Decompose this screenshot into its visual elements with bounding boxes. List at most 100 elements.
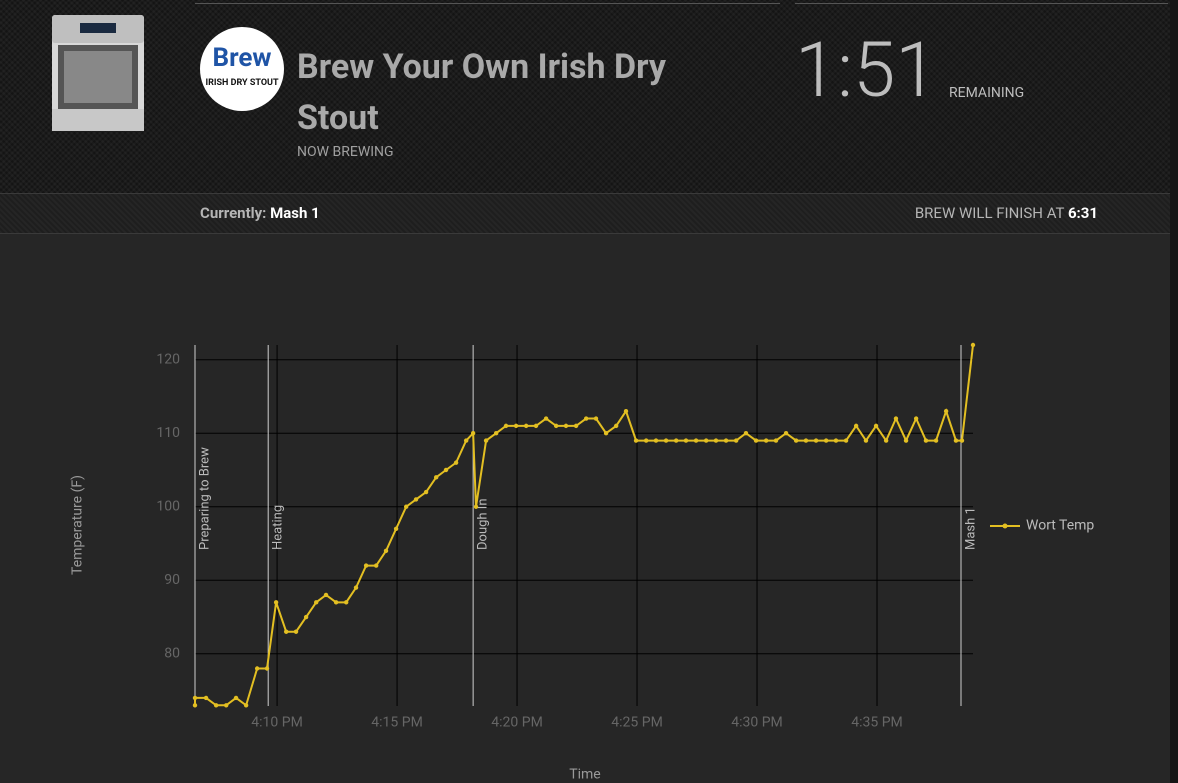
data-point [264,666,270,671]
current-step: Currently: Mash 1 [200,204,320,222]
brew-title: Brew Your Own Irish Dry Stout [297,47,666,138]
data-point [593,416,599,421]
data-point [383,548,389,554]
data-point [393,526,399,532]
data-point [273,600,279,605]
data-point [883,438,889,443]
data-point [553,423,559,429]
edge [1170,0,1178,783]
x-axis-label: Time [569,767,600,783]
data-point [873,423,879,429]
x-tick-label: 4:30 PM [731,715,783,731]
data-point [793,438,799,443]
countdown-label: REMAINING [949,85,1025,101]
data-point [970,342,976,348]
data-point [943,408,949,414]
data-point [213,703,219,708]
y-axis-label: Temperature (F) [70,475,86,575]
finish-time: BREW WILL FINISH AT 6:31 [915,204,1098,222]
data-point [363,563,369,568]
data-point [254,666,260,671]
logo: Brew IRISH DRY STOUT [200,27,284,111]
data-point [583,416,589,421]
y-tick-label: 90 [164,572,180,588]
plot: Time Temperature (F) 80 90 100 110 120 4:10 P… [70,342,1094,783]
data-point [723,438,729,443]
logo-text: Brew [212,43,271,73]
data-point [623,408,629,414]
data-point [433,475,439,480]
data-point [192,695,198,701]
data-point [563,423,569,429]
brew-subtitle: NOW BREWING [297,144,394,160]
series-line [194,344,974,707]
data-point [513,423,519,429]
divider [195,3,780,4]
data-point [303,614,309,620]
data-point [853,423,859,429]
status-bar: Currently: Mash 1 BREW WILL FINISH AT 6:… [0,193,1170,234]
data-point [403,504,409,509]
data-point [413,497,419,502]
y-tick-label: 110 [156,425,180,441]
data-point [453,460,459,465]
finish-value: 6:31 [1067,204,1098,222]
data-point [503,423,509,429]
data-point [903,438,909,443]
event-label: Mash 1 [963,507,978,550]
data-point [463,438,469,443]
data-point [863,438,869,443]
event-label: Preparing to Brew [197,447,212,550]
finish-label: BREW WILL FINISH AT [914,204,1065,222]
divider [795,3,1168,4]
data-point [353,585,359,590]
data-point [783,431,789,436]
data-point [373,563,379,568]
data-point [613,423,619,429]
data-point [953,438,959,443]
data-point [803,438,809,443]
data-point [923,438,929,443]
current-label: Currently: [200,204,267,222]
data-point [233,695,239,701]
data-point [713,438,719,443]
data-point [443,467,449,473]
x-tick-label: 4:10 PM [251,715,303,731]
data-point [203,695,209,701]
data-point [633,438,639,443]
data-point [753,438,759,443]
data-point [243,703,249,708]
logo-subtitle: IRISH DRY STOUT [205,78,279,88]
current-value: Mash 1 [270,204,320,222]
data-point [733,438,739,443]
data-point [823,438,829,443]
data-point [523,423,529,429]
x-tick-label: 4:20 PM [491,715,543,731]
chart: Time Temperature (F) 80 90 100 110 120 4:10 P… [70,342,1094,783]
header: Brew IRISH DRY STOUT Brew Your Own Irish… [0,0,1170,193]
y-tick-label: 80 [164,646,180,662]
x-tick-label: 4:35 PM [851,715,903,731]
data-point [473,504,479,509]
data-point [843,438,849,443]
x-tick-label: 4:15 PM [371,715,423,731]
data-point [693,438,699,443]
data-point [313,600,319,605]
y-tick-label: 120 [156,351,180,367]
data-point [343,600,349,605]
data-point [833,438,839,443]
data-point [813,438,819,443]
appliance-image [52,15,144,131]
data-point [663,438,669,443]
event-label: Dough In [476,498,491,550]
data-point [763,438,769,443]
event-label: Heating [271,505,286,550]
data-point [283,629,289,634]
data-point [933,438,939,443]
data-point [470,431,476,436]
data-point [959,438,965,443]
data-point [913,416,919,421]
data-point [603,431,609,436]
data-point [673,438,679,443]
